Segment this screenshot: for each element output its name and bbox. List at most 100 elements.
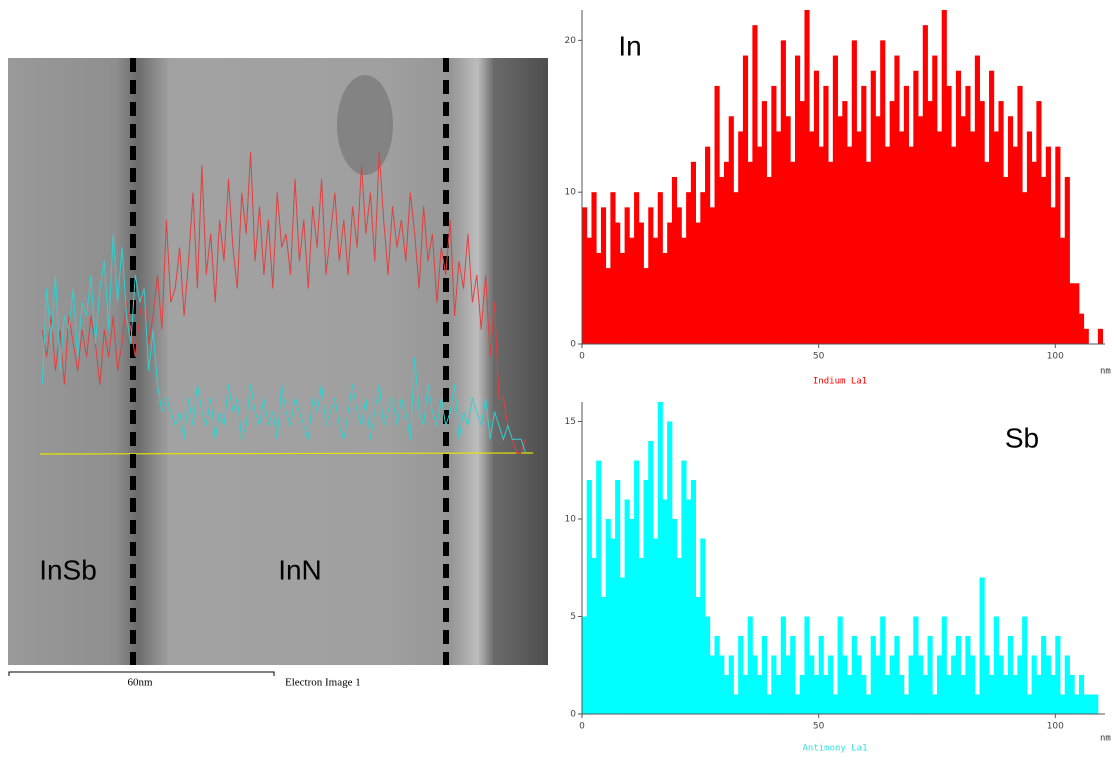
bar <box>908 146 914 344</box>
bar <box>1055 636 1061 714</box>
bar <box>676 207 682 344</box>
bar <box>837 116 843 344</box>
bar <box>799 675 805 714</box>
bar <box>662 499 668 714</box>
bar <box>657 402 663 714</box>
bar <box>1045 146 1051 344</box>
bar <box>865 161 872 344</box>
bar <box>974 694 980 714</box>
bar <box>918 116 924 344</box>
bar <box>1060 694 1066 714</box>
bar <box>638 222 644 344</box>
bar <box>1026 694 1033 714</box>
electron-image: InSb InN 60nm Electron Image 1 <box>8 58 548 689</box>
bar <box>1031 161 1037 344</box>
bar <box>766 177 772 344</box>
bar <box>1060 237 1066 344</box>
bar <box>993 616 999 714</box>
bar <box>847 675 853 714</box>
bar <box>634 460 640 714</box>
chart: 0 5 10 15 0 50 100 Sb Antimony La1 nm <box>565 402 1111 754</box>
bar <box>695 222 701 344</box>
bar <box>780 40 786 344</box>
bar <box>596 252 602 344</box>
y-tick-label: 10 <box>565 188 577 198</box>
bar <box>1022 616 1028 714</box>
bar <box>761 101 767 344</box>
bar <box>865 694 872 714</box>
bar <box>690 480 696 714</box>
line-scan <box>41 151 527 454</box>
bar <box>643 268 649 344</box>
bar <box>648 207 654 344</box>
bar <box>861 85 867 344</box>
bar <box>960 116 966 344</box>
bar <box>965 636 971 714</box>
y-tick-label: 10 <box>565 515 577 525</box>
region-label: InSb <box>39 554 97 585</box>
bar <box>889 655 895 714</box>
bar <box>856 655 862 714</box>
bar <box>600 207 607 344</box>
bar <box>610 192 616 344</box>
bar <box>1031 655 1037 714</box>
bar <box>1078 313 1085 344</box>
bar <box>842 655 848 714</box>
bar <box>908 655 914 714</box>
bar <box>1017 85 1023 344</box>
bar <box>1083 694 1089 714</box>
bar <box>742 55 749 344</box>
bar <box>1012 675 1018 714</box>
bar <box>686 499 692 714</box>
bar <box>605 268 611 344</box>
bar <box>690 161 696 344</box>
bar <box>615 480 621 714</box>
bar <box>705 616 711 714</box>
bar <box>813 70 820 345</box>
bar <box>1007 116 1014 344</box>
bar <box>989 70 995 345</box>
bar <box>776 131 782 344</box>
bar <box>951 655 957 714</box>
bar <box>1064 655 1070 714</box>
bar <box>894 636 900 714</box>
bar <box>1026 131 1033 344</box>
bar <box>747 161 753 344</box>
x-unit: nm <box>1100 367 1111 377</box>
bar <box>733 192 739 344</box>
bar <box>776 675 782 714</box>
bar <box>951 146 957 344</box>
x-tick-label: 50 <box>813 352 825 362</box>
bar <box>1045 655 1051 714</box>
bar <box>657 192 663 344</box>
bar <box>1064 177 1070 344</box>
bar <box>889 101 895 344</box>
bar <box>884 675 891 714</box>
x-tick-label: 0 <box>579 722 585 732</box>
bar <box>970 655 976 714</box>
bar <box>974 55 980 344</box>
bar <box>927 101 933 344</box>
bar <box>681 237 687 344</box>
bar <box>894 55 900 344</box>
bar <box>1088 694 1094 714</box>
bar <box>752 655 758 714</box>
bar <box>955 70 962 345</box>
scale-bar <box>8 671 275 676</box>
bar <box>989 675 995 714</box>
bar <box>695 597 701 714</box>
bar <box>586 480 592 714</box>
bar <box>771 655 777 714</box>
bar <box>705 146 711 344</box>
bar <box>856 131 862 344</box>
bar <box>1041 636 1047 714</box>
bar <box>1097 328 1104 344</box>
bar <box>823 675 829 714</box>
bar <box>1041 177 1047 344</box>
bar <box>984 655 990 714</box>
bar <box>771 85 777 344</box>
bar <box>752 25 758 344</box>
bar <box>780 616 786 714</box>
bar <box>1012 146 1018 344</box>
